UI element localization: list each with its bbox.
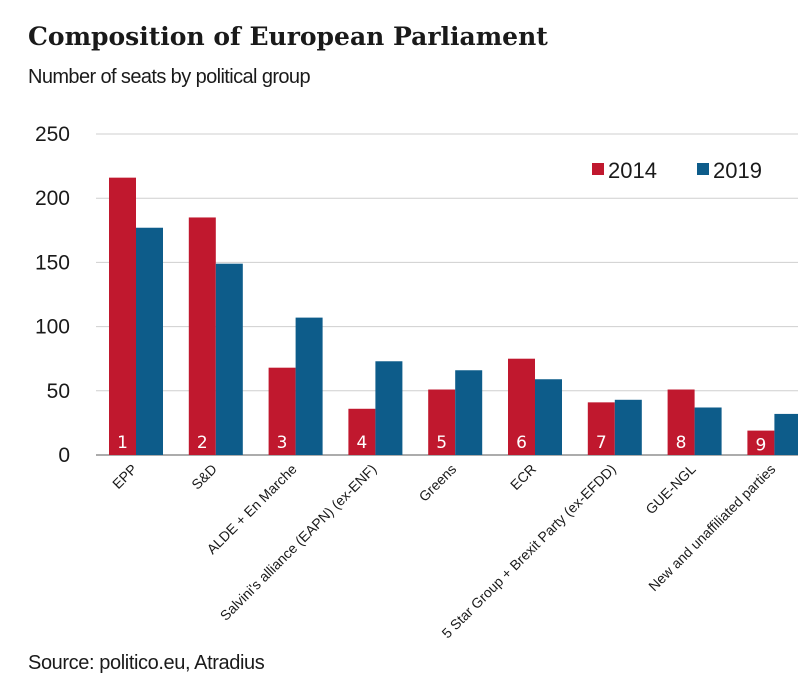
bar-numbers: 1 2 3 4 5 6 7 8 9	[117, 433, 766, 456]
x-tick-label: GUE-NGL	[642, 461, 699, 518]
bar-2014	[747, 430, 775, 455]
bar-number: 9	[755, 436, 766, 456]
bar-2019	[295, 317, 323, 455]
bar-number: 5	[436, 433, 447, 453]
bar-2014	[268, 367, 296, 455]
bar-2014	[428, 389, 456, 455]
bars	[109, 177, 798, 455]
bar-number: 7	[596, 433, 607, 453]
legend-swatch-2014	[592, 163, 604, 175]
bar-2014	[109, 177, 136, 455]
bar-2014	[508, 358, 535, 455]
bar-2019	[215, 263, 243, 455]
y-axis-ticks: 0 50 100 150 200 250	[35, 123, 70, 467]
x-tick-label: 5 Star Group + Brexit Party (ex-EFDD)	[438, 461, 618, 641]
y-tick-label: 250	[35, 123, 70, 146]
bar-number: 2	[197, 433, 208, 453]
x-tick-label: New and unaffiliated parties	[645, 461, 778, 594]
bar-2019	[774, 413, 798, 455]
y-tick-label: 200	[35, 187, 70, 210]
y-tick-label: 100	[35, 316, 70, 339]
x-tick-label: EPP	[109, 461, 140, 492]
x-tick-label: ECR	[507, 461, 539, 493]
legend-label: 2014	[608, 158, 657, 183]
bar-number: 6	[516, 433, 527, 453]
bar-2019	[694, 407, 722, 455]
bar-2019	[136, 227, 163, 455]
bar-number: 4	[356, 433, 367, 453]
bar-2019	[535, 379, 562, 455]
bar-number: 3	[277, 433, 288, 453]
x-tick-label: Greens	[416, 461, 460, 505]
bar-2014	[587, 402, 615, 455]
bar-2019	[614, 399, 642, 455]
legend-swatch-2019	[697, 163, 709, 175]
y-tick-label: 150	[35, 251, 70, 274]
bar-2019	[455, 370, 483, 455]
source-note: Source: politico.eu, Atradius	[28, 652, 265, 674]
y-tick-label: 0	[58, 444, 70, 467]
y-tick-label: 50	[47, 380, 70, 403]
bar-2014	[348, 408, 376, 455]
bar-2014	[188, 217, 216, 455]
legend-label: 2019	[713, 158, 762, 183]
chart-subtitle: Number of seats by political group	[28, 66, 311, 88]
bar-number: 8	[676, 433, 687, 453]
bar-number: 1	[117, 433, 128, 453]
x-tick-label: S&D	[188, 461, 220, 493]
bar-2014	[667, 389, 695, 455]
x-tick-label: Salvini's alliance (EAPN) (ex-ENF)	[217, 461, 380, 624]
legend: 2014 2019	[592, 158, 762, 183]
bar-2019	[375, 361, 403, 455]
chart-title: Composition of European Parliament	[28, 22, 548, 51]
